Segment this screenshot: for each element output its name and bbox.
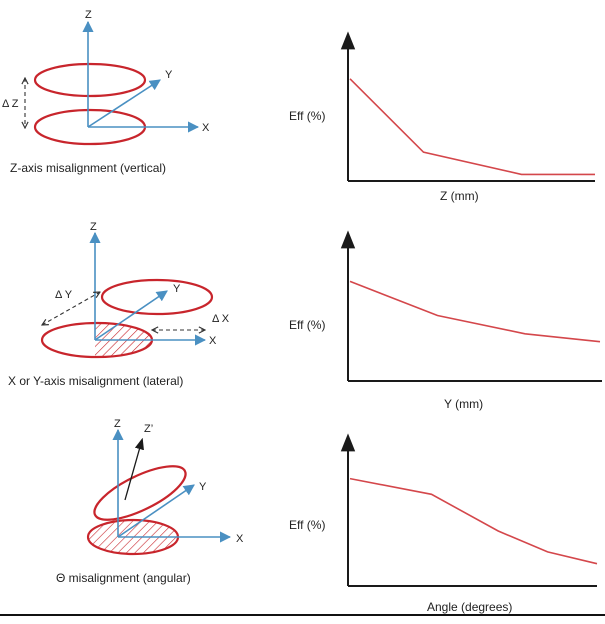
plot-angular: Eff (%) Angle (degrees) [289,433,598,614]
efficiency-curve [349,280,601,343]
plot-ylabel: Eff (%) [289,518,325,532]
z-axis-label: Z [114,418,121,430]
y-axis-arrow [87,79,161,128]
vertical-caption: Z-axis misalignment (vertical) [10,161,166,175]
angular-diagram: Z Z’ Y X Θ misalignment (angular) [56,418,244,585]
y-axis-label: Y [165,69,173,81]
plot-ylabel: Eff (%) [289,109,325,123]
x-axis-label: X [209,335,217,347]
lateral-diagram: Z Y X Δ Y Δ X X or Y-axis misalignment (… [8,221,230,388]
x-axis-label: X [236,533,244,545]
bottom-rule [0,614,605,616]
plot-lateral: Eff (%) Y (mm) [289,230,602,411]
x-axis-label: X [202,122,210,134]
z-prime-arrow [124,437,144,501]
angular-caption: Θ misalignment (angular) [56,571,191,585]
plot-vertical: Eff (%) Z (mm) [289,31,595,203]
plot-ylabel: Eff (%) [289,318,325,332]
delta-z-label: Δ Z [2,98,19,110]
plot-xlabel: Angle (degrees) [427,600,512,614]
efficiency-curve [349,477,598,565]
plot-xlabel: Z (mm) [440,189,479,203]
efficiency-curve [349,78,595,176]
z-axis-label: Z [85,9,92,21]
vertical-diagram: Z Y X Δ Z Z-axis misalignment (vertical) [2,9,210,175]
y-axis-label: Y [173,283,181,295]
y-axis-arrow [117,484,195,538]
y-axis-arrow [94,290,168,341]
z-prime-label: Z’ [144,423,153,435]
z-axis-label: Z [90,221,97,233]
lateral-caption: X or Y-axis misalignment (lateral) [8,374,183,388]
upper-coil [33,62,147,98]
plot-xlabel: Y (mm) [444,397,483,411]
tilted-coil [93,465,187,521]
overlap-hatch [88,520,178,554]
y-axis-label: Y [199,481,207,493]
delta-y-label: Δ Y [55,289,73,301]
delta-x-label: Δ X [212,313,230,325]
upper-coil [100,278,214,316]
